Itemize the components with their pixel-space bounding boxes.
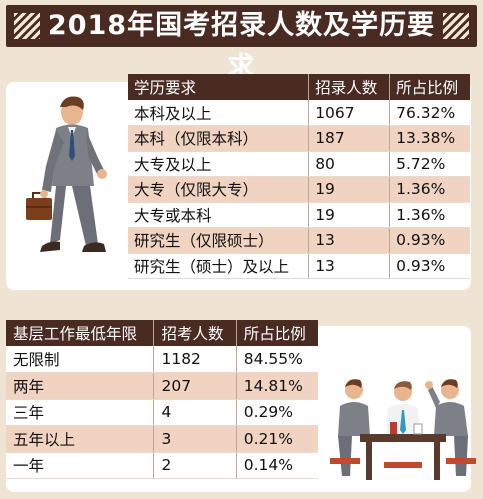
table-cell: 本科（仅限本科） — [128, 125, 309, 152]
column-header: 所占比例 — [389, 74, 470, 100]
table-cell: 0.14% — [235, 452, 318, 479]
column-header: 招考人数 — [153, 320, 237, 346]
column-header: 基层工作最低年限 — [6, 320, 154, 346]
table-row: 无限制 1182 84.55% — [6, 346, 318, 373]
table-cell: 5.72% — [389, 151, 470, 177]
table-cell: 0.93% — [389, 253, 470, 279]
title-bar: 2018年国考招录人数及学历要求 — [6, 5, 477, 83]
meeting-illustration — [330, 379, 476, 480]
table-cell: 3 — [153, 425, 237, 453]
table-cell: 本科及以上 — [128, 100, 309, 126]
table-cell: 0.29% — [235, 399, 318, 426]
page-title: 2018年国考招录人数及学历要求 — [47, 10, 436, 83]
table-cell: 大专（仅限大专） — [128, 176, 309, 203]
table-cell: 19 — [308, 202, 390, 228]
experience-table: 基层工作最低年限 招考人数 所占比例 无限制 1182 84.55% 两年 20… — [6, 320, 318, 479]
table-cell: 187 — [308, 125, 390, 152]
table-cell: 84.55% — [235, 346, 318, 373]
table-cell: 0.21% — [235, 425, 318, 453]
table-cell: 13 — [308, 227, 390, 254]
stripe-decoration-left — [14, 13, 40, 39]
table-cell: 无限制 — [6, 346, 154, 373]
table-cell: 0.93% — [389, 227, 470, 254]
table-row: 一年 2 0.14% — [6, 452, 318, 479]
table-cell: 1.36% — [389, 176, 470, 203]
stripe-decoration-right — [443, 13, 469, 39]
table-header-row: 学历要求 招录人数 所占比例 — [128, 74, 470, 100]
table-cell: 一年 — [6, 452, 154, 479]
table-cell: 研究生（硕士）及以上 — [128, 253, 309, 279]
table-cell: 1067 — [308, 100, 390, 126]
table-cell: 研究生（仅限硕士） — [128, 227, 309, 254]
table-row: 本科（仅限本科） 187 13.38% — [128, 125, 470, 152]
table-cell: 13 — [308, 253, 390, 279]
table-row: 研究生（硕士）及以上 13 0.93% — [128, 253, 470, 279]
column-header: 所占比例 — [235, 320, 318, 346]
table-header-row: 基层工作最低年限 招考人数 所占比例 — [6, 320, 318, 346]
table-cell: 两年 — [6, 372, 154, 400]
table-cell: 80 — [308, 151, 390, 177]
table-cell: 五年以上 — [6, 425, 154, 453]
table-cell: 14.81% — [235, 372, 318, 400]
education-table: 学历要求 招录人数 所占比例 本科及以上 1067 76.32% 本科（仅限本科… — [128, 74, 470, 279]
table-row: 两年 207 14.81% — [6, 372, 318, 400]
table-cell: 13.38% — [389, 125, 470, 152]
column-header: 学历要求 — [128, 74, 309, 100]
column-header: 招录人数 — [308, 74, 390, 100]
table-row: 三年 4 0.29% — [6, 399, 318, 426]
table-row: 大专（仅限大专） 19 1.36% — [128, 176, 470, 203]
table-cell: 三年 — [6, 399, 154, 426]
table-cell: 4 — [153, 399, 237, 426]
table-cell: 207 — [153, 372, 237, 400]
table-row: 五年以上 3 0.21% — [6, 425, 318, 453]
table-cell: 19 — [308, 176, 390, 203]
table-cell: 1.36% — [389, 202, 470, 228]
table-cell: 大专及以上 — [128, 151, 309, 177]
table-cell: 大专或本科 — [128, 202, 309, 228]
table-row: 研究生（仅限硕士） 13 0.93% — [128, 227, 470, 254]
table-cell: 76.32% — [389, 100, 470, 126]
table-row: 大专及以上 80 5.72% — [128, 151, 470, 177]
table-row: 本科及以上 1067 76.32% — [128, 100, 470, 126]
table-cell: 2 — [153, 452, 237, 479]
businessman-illustration — [26, 96, 107, 252]
table-row: 大专或本科 19 1.36% — [128, 202, 470, 228]
table-cell: 1182 — [153, 346, 237, 373]
